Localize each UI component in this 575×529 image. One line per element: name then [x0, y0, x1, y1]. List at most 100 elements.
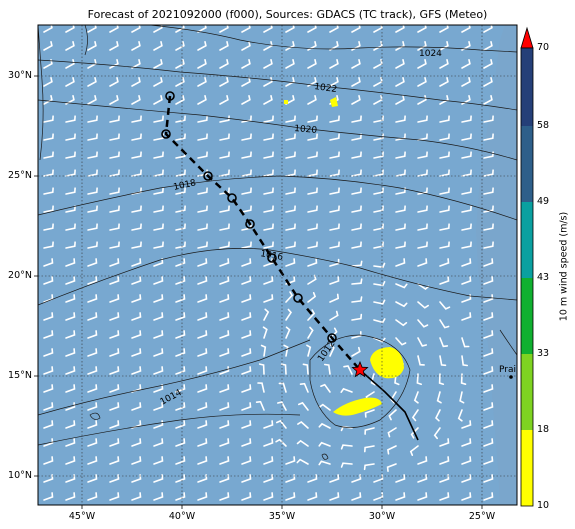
- colorbar-tick-label: 43: [537, 272, 550, 283]
- wind-barb: [307, 133, 318, 141]
- wind-barb: [461, 133, 472, 141]
- wind-barb: [87, 258, 98, 267]
- wind-barb: [109, 59, 119, 69]
- wind-barb: [153, 294, 164, 303]
- wind-barb: [87, 276, 98, 285]
- wind-barb: [197, 187, 208, 195]
- wind-barb: [109, 456, 120, 465]
- colorbar-title: 10 m wind speed (m/s): [558, 211, 570, 322]
- wind-barb: [483, 402, 494, 411]
- wind-barb: [43, 348, 54, 357]
- wind-barb: [219, 151, 230, 159]
- wind-barb: [263, 95, 273, 105]
- wind-barb: [241, 474, 252, 483]
- wind-barb: [483, 77, 493, 87]
- wind-barb: [153, 330, 164, 339]
- storm-position-star: [351, 360, 369, 378]
- wind-barb: [87, 223, 98, 231]
- colorbar-band: [521, 48, 533, 126]
- wind-barb: [197, 241, 208, 249]
- wind-barb: [417, 77, 427, 87]
- wind-barb: [329, 344, 335, 357]
- wind-barb: [329, 474, 340, 483]
- wind-barb: [131, 151, 142, 159]
- wind-barb: [65, 492, 76, 501]
- wind-barb: [395, 205, 406, 213]
- wind-barb: [258, 363, 265, 375]
- wind-barb: [175, 456, 186, 465]
- wind-barb: [109, 402, 120, 411]
- wind-barb: [318, 441, 331, 447]
- colorbar-extend-arrow: [520, 26, 534, 49]
- wind-barb: [329, 133, 340, 141]
- wind-barb: [87, 294, 98, 303]
- wind-barb: [175, 492, 186, 501]
- wind-barb: [219, 402, 230, 411]
- wind-barb: [87, 187, 98, 195]
- wind-barb: [318, 460, 331, 466]
- wind-barb: [329, 223, 340, 231]
- wind-barb: [364, 427, 375, 435]
- wind-barb: [307, 241, 318, 249]
- wind-barb: [131, 133, 142, 141]
- wind-barb: [343, 365, 353, 375]
- high-wind-area: [333, 397, 382, 416]
- storm-track-line: [164, 95, 361, 371]
- lat-label: 20°N: [8, 270, 32, 281]
- wind-barb: [395, 301, 408, 308]
- colorbar-band: [521, 202, 533, 278]
- wind-barb: [219, 438, 230, 447]
- wind-barb: [483, 115, 494, 123]
- wind-barb: [43, 187, 54, 195]
- ocean-background: [38, 25, 517, 505]
- wind-barb: [416, 373, 422, 386]
- wind-barb: [395, 319, 408, 327]
- wind-barb: [413, 391, 419, 404]
- wind-barb: [153, 474, 164, 483]
- track-point: [165, 91, 175, 101]
- wind-barb: [65, 41, 75, 51]
- wind-barb: [395, 115, 406, 123]
- wind-barb: [439, 169, 450, 177]
- isobar-label: 1020: [294, 124, 318, 136]
- wind-barb: [278, 382, 287, 393]
- track-point: [227, 193, 237, 203]
- wind-barb: [461, 355, 468, 367]
- lon-label: 30°W: [368, 511, 396, 522]
- wind-barb: [87, 456, 98, 465]
- wind-barb: [43, 420, 54, 429]
- wind-barb: [285, 115, 296, 123]
- wind-barb: [439, 151, 450, 159]
- wind-barb: [410, 427, 419, 439]
- wind-barb: [483, 258, 494, 267]
- wind-barb: [153, 223, 164, 231]
- track-point: [245, 219, 255, 229]
- wind-barb: [483, 205, 494, 213]
- wind-barb: [65, 384, 76, 393]
- wind-barb: [296, 439, 309, 447]
- wind-barb: [219, 95, 229, 105]
- wind-barb: [364, 409, 375, 418]
- wind-barb: [109, 348, 120, 357]
- wind-barb: [175, 384, 186, 393]
- wind-barb: [131, 205, 142, 213]
- wind-barb: [65, 151, 76, 159]
- wind-barb: [307, 292, 317, 303]
- wind-barb: [43, 115, 54, 123]
- wind-barb: [241, 77, 251, 87]
- wind-barb: [483, 474, 494, 483]
- wind-barb: [87, 330, 98, 339]
- wind-barb: [329, 241, 340, 249]
- wind-barb: [87, 348, 98, 357]
- wind-barb: [461, 151, 472, 159]
- wind-barb: [263, 492, 274, 501]
- wind-barb: [175, 187, 186, 195]
- wind-barb: [197, 402, 208, 411]
- wind-barb: [153, 41, 163, 51]
- wind-barb: [386, 463, 397, 472]
- wind-barb: [109, 133, 120, 141]
- wind-barb: [351, 331, 362, 339]
- wind-barb: [395, 133, 406, 141]
- wind-barb: [351, 313, 363, 321]
- wind-barb: [153, 492, 164, 501]
